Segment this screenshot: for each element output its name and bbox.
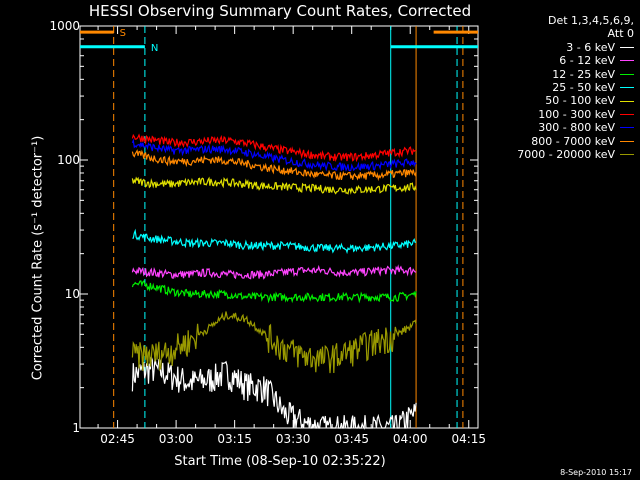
legend-swatch bbox=[620, 114, 634, 116]
legend-item: 12 - 25 keV bbox=[478, 68, 634, 81]
series-line bbox=[131, 149, 417, 182]
legend-item: 7000 - 20000 keV bbox=[478, 148, 634, 161]
legend-item: 800 - 7000 keV bbox=[478, 135, 634, 148]
legend-swatch bbox=[620, 154, 634, 156]
timestamp: 8-Sep-2010 15:17 bbox=[560, 468, 632, 477]
legend-label: 6 - 12 keV bbox=[559, 54, 615, 68]
x-tick-label: 02:45 bbox=[100, 432, 135, 446]
x-tick-label: 04:15 bbox=[451, 432, 487, 446]
flag-label: S bbox=[120, 28, 126, 39]
legend-label: 12 - 25 keV bbox=[552, 67, 615, 81]
series-line bbox=[131, 176, 417, 195]
series-line bbox=[131, 133, 417, 163]
series-line bbox=[131, 264, 417, 280]
legend-swatch bbox=[620, 140, 634, 142]
x-tick-label: 03:15 bbox=[217, 432, 252, 446]
series-line bbox=[131, 279, 417, 304]
series-line bbox=[131, 356, 417, 430]
y-tick-label: 100 bbox=[57, 153, 80, 167]
legend-item: 50 - 100 keV bbox=[478, 94, 634, 107]
series-line bbox=[131, 311, 417, 374]
y-tick-label: 1000 bbox=[49, 19, 80, 33]
x-axis-label: Start Time (08-Sep-10 02:35:22) bbox=[174, 454, 386, 469]
legend-item: 3 - 6 keV bbox=[478, 41, 634, 54]
legend-label: 100 - 300 keV bbox=[538, 107, 615, 121]
legend-swatch bbox=[620, 60, 634, 62]
legend-label: 300 - 800 keV bbox=[538, 121, 615, 135]
legend-item: 6 - 12 keV bbox=[478, 54, 634, 67]
legend-swatch bbox=[620, 87, 634, 89]
y-axis-label: Corrected Count Rate (s⁻¹ detector⁻¹) bbox=[30, 135, 46, 381]
x-tick-label: 03:30 bbox=[275, 432, 311, 446]
legend-item: 300 - 800 keV bbox=[478, 121, 634, 134]
legend-label: 7000 - 20000 keV bbox=[517, 148, 615, 162]
legend-label: 800 - 7000 keV bbox=[531, 134, 615, 148]
legend-label: 25 - 50 keV bbox=[552, 81, 615, 95]
x-tick-label: 03:00 bbox=[158, 432, 194, 446]
flag-label: N bbox=[151, 43, 158, 54]
legend-header-line-1: Det 1,3,4,5,6,9, bbox=[547, 14, 634, 27]
legend-label: 50 - 100 keV bbox=[545, 94, 615, 108]
series-line bbox=[131, 138, 417, 172]
x-tick-label: 04:00 bbox=[392, 432, 428, 446]
y-tick-label: 10 bbox=[64, 287, 80, 301]
legend-item: 25 - 50 keV bbox=[478, 81, 634, 94]
legend-swatch bbox=[620, 127, 634, 129]
legend: Det 1,3,4,5,6,9, Att 0 3 - 6 keV 6 - 12 k… bbox=[478, 14, 634, 161]
legend-swatch bbox=[620, 100, 634, 102]
legend-item: 100 - 300 keV bbox=[478, 108, 634, 121]
chart-title: HESSI Observing Summary Count Rates, Cor… bbox=[88, 2, 472, 20]
legend-swatch bbox=[620, 73, 634, 75]
legend-header-line-2: Att 0 bbox=[607, 27, 634, 41]
series-line bbox=[132, 228, 417, 255]
legend-swatch bbox=[620, 47, 634, 49]
y-tick-label: 1 bbox=[72, 421, 80, 435]
legend-label: 3 - 6 keV bbox=[566, 40, 615, 54]
plot-frame bbox=[79, 25, 479, 429]
x-tick-label: 03:45 bbox=[334, 432, 369, 446]
